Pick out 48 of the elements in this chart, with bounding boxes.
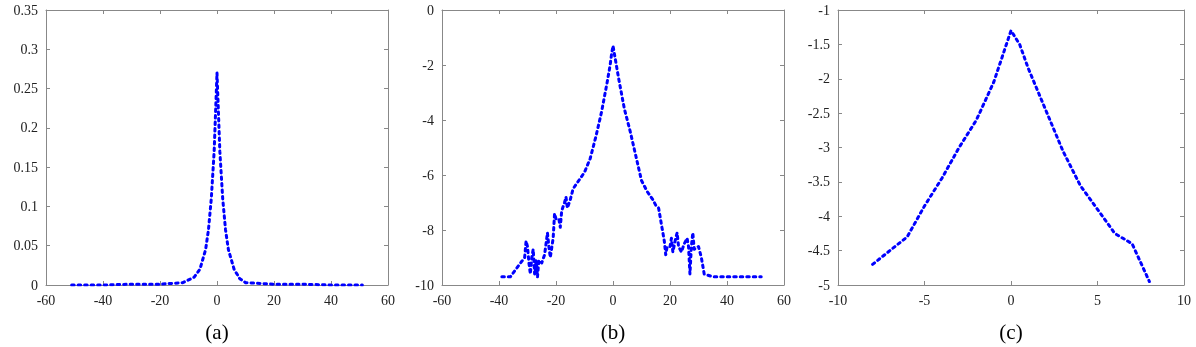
x-axis-title: (a)	[205, 319, 229, 344]
y-tick-label: -2.5	[807, 105, 830, 121]
line-series	[871, 29, 1151, 284]
x-tick-label: 0	[213, 292, 221, 308]
y-tick-label: 0.35	[13, 2, 38, 18]
x-tick-label: -5	[918, 292, 931, 308]
x-axis-title: (b)	[600, 319, 626, 344]
line-series	[500, 44, 763, 279]
x-tick-label: -60	[36, 292, 56, 308]
y-tick-label: -5	[818, 277, 830, 293]
y-tick-label: -2	[818, 71, 830, 87]
x-tick-label: -20	[546, 292, 566, 308]
line-series	[70, 71, 364, 287]
x-tick-label: 0	[1007, 292, 1015, 308]
y-tick-label: 0	[31, 277, 38, 293]
x-tick-label: 60	[777, 292, 791, 308]
y-tick-label: 0.1	[20, 198, 38, 214]
x-tick-label: -10	[828, 292, 848, 308]
x-tick-label: 20	[663, 292, 677, 308]
y-tick-label: -3.5	[807, 174, 830, 190]
y-tick-label: -2	[422, 57, 434, 73]
x-axis-title: (c)	[999, 319, 1023, 344]
x-tick-label: 40	[720, 292, 734, 308]
y-tick-label: -1	[818, 2, 830, 18]
x-tick-label: -60	[432, 292, 452, 308]
y-tick-label: -6	[422, 167, 434, 183]
y-tick-label: -8	[422, 222, 434, 238]
x-tick-label: 5	[1094, 292, 1101, 308]
x-tick-label: -40	[489, 292, 509, 308]
y-tick-label: 0.25	[13, 81, 38, 97]
x-tick-label: 10	[1177, 292, 1191, 308]
y-tick-label: -3	[818, 140, 830, 155]
y-tick-label: -4	[818, 208, 830, 224]
x-tick-label: 0	[609, 292, 617, 308]
x-tick-label: 60	[381, 292, 395, 308]
y-tick-label: -10	[415, 277, 434, 293]
x-tick-label: -20	[150, 292, 170, 308]
y-tick-label: 0.2	[20, 120, 38, 136]
y-tick-label: -4.5	[807, 243, 830, 259]
x-tick-label: -40	[93, 292, 113, 308]
y-tick-label: 0.15	[13, 159, 38, 175]
y-tick-label: 0.05	[13, 238, 38, 254]
y-tick-label: -1.5	[807, 36, 830, 52]
x-tick-label: 40	[324, 292, 338, 308]
y-tick-label: -4	[422, 112, 434, 128]
x-tick-label: 20	[267, 292, 281, 308]
y-tick-label: 0	[427, 2, 434, 18]
y-tick-label: 0.3	[20, 41, 38, 57]
